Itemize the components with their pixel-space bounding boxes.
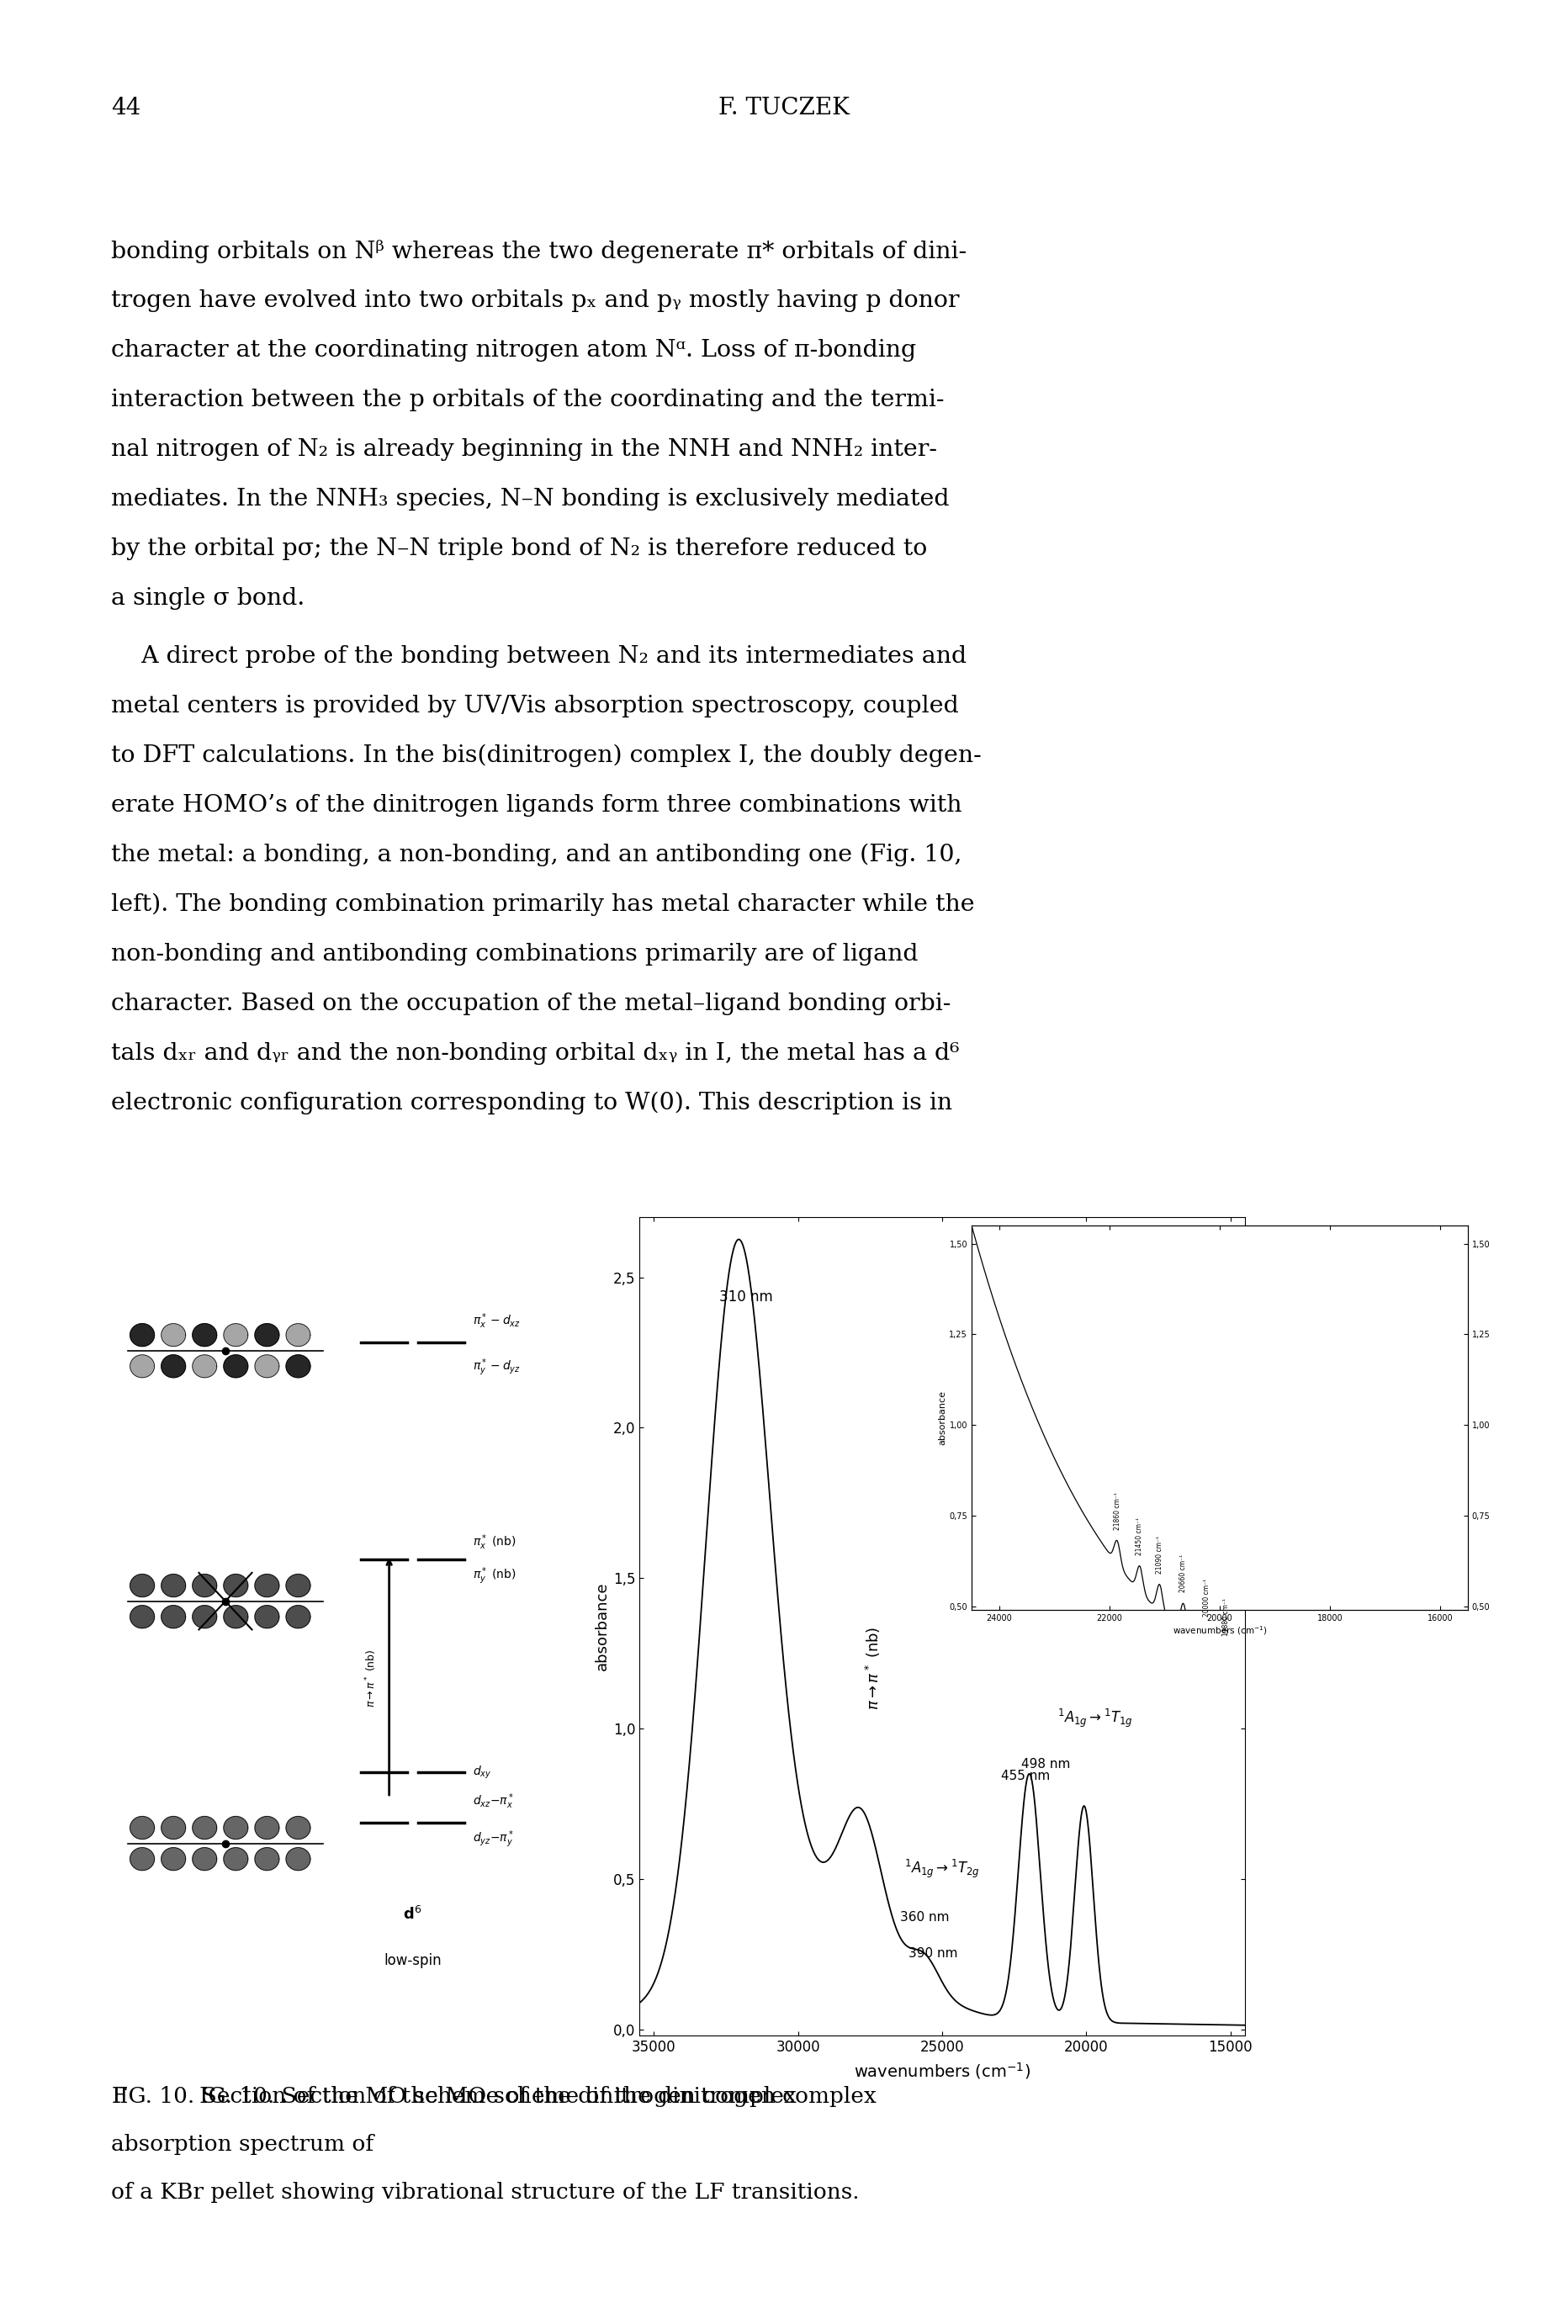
Text: 20660 cm⁻¹: 20660 cm⁻¹ <box>1179 1555 1187 1592</box>
Polygon shape <box>256 1606 279 1629</box>
Text: 310 nm: 310 nm <box>720 1290 773 1304</box>
Polygon shape <box>162 1325 185 1346</box>
Text: 21090 cm⁻¹: 21090 cm⁻¹ <box>1156 1536 1163 1573</box>
Text: interaction between the p orbitals of the coordinating and the termi-: interaction between the p orbitals of th… <box>111 388 944 411</box>
Text: of a KBr pellet showing vibrational structure of the LF transitions.: of a KBr pellet showing vibrational stru… <box>111 2182 859 2203</box>
X-axis label: wavenumbers (cm$^{-1}$): wavenumbers (cm$^{-1}$) <box>1173 1624 1267 1636</box>
Text: erate HOMO’s of the dinitrogen ligands form three combinations with: erate HOMO’s of the dinitrogen ligands f… <box>111 795 961 816</box>
Text: 498 nm: 498 nm <box>1021 1757 1071 1771</box>
Text: $\pi^*_x - d_{xz}$: $\pi^*_x - d_{xz}$ <box>472 1311 521 1332</box>
Text: 455 nm: 455 nm <box>1002 1769 1051 1783</box>
Polygon shape <box>130 1817 154 1838</box>
Text: low-spin: low-spin <box>384 1952 442 1968</box>
Text: $\pi{\rightarrow}\pi^*$ (nb): $\pi{\rightarrow}\pi^*$ (nb) <box>364 1650 378 1708</box>
Text: 21860 cm⁻¹: 21860 cm⁻¹ <box>1113 1492 1121 1529</box>
Text: F: F <box>111 2087 127 2108</box>
Text: trogen have evolved into two orbitals pₓ and pᵧ mostly having p donor: trogen have evolved into two orbitals pₓ… <box>111 290 960 311</box>
Text: $\pi^*_y$ (nb): $\pi^*_y$ (nb) <box>472 1566 516 1587</box>
Text: nal nitrogen of N₂ is already beginning in the NNH and NNH₂ inter-: nal nitrogen of N₂ is already beginning … <box>111 439 938 460</box>
Polygon shape <box>162 1606 185 1629</box>
Polygon shape <box>256 1355 279 1378</box>
Polygon shape <box>224 1325 248 1346</box>
Text: $\pi{\rightarrow}\pi^*$ (nb): $\pi{\rightarrow}\pi^*$ (nb) <box>864 1627 883 1710</box>
Polygon shape <box>162 1355 185 1378</box>
Text: $d_{xy}$: $d_{xy}$ <box>472 1764 491 1780</box>
Polygon shape <box>224 1817 248 1838</box>
Polygon shape <box>130 1606 154 1629</box>
Text: mediates. In the NNH₃ species, N–N bonding is exclusively mediated: mediates. In the NNH₃ species, N–N bondi… <box>111 488 949 511</box>
Text: tals dₓᵣ and dᵧᵣ and the non-bonding orbital dₓᵧ in I, the metal has a d⁶: tals dₓᵣ and dᵧᵣ and the non-bonding orb… <box>111 1041 960 1064</box>
Polygon shape <box>193 1355 216 1378</box>
Polygon shape <box>285 1355 310 1378</box>
Polygon shape <box>224 1606 248 1629</box>
Polygon shape <box>285 1325 310 1346</box>
Polygon shape <box>162 1573 185 1597</box>
Text: IG. 10. Section of the MO scheme of the dinitrogen complex: IG. 10. Section of the MO scheme of the … <box>119 2087 804 2108</box>
Text: electronic configuration corresponding to W(0). This description is in: electronic configuration corresponding t… <box>111 1092 952 1116</box>
Text: $d_{yz}{-}\pi^*_y$: $d_{yz}{-}\pi^*_y$ <box>472 1829 514 1850</box>
Polygon shape <box>224 1573 248 1597</box>
Text: IG. 10. Section of the MO scheme of the dinitrogen complex: IG. 10. Section of the MO scheme of the … <box>199 2087 883 2108</box>
Text: character. Based on the occupation of the metal–ligand bonding orbi-: character. Based on the occupation of th… <box>111 992 950 1016</box>
Polygon shape <box>130 1355 154 1378</box>
Polygon shape <box>256 1325 279 1346</box>
Polygon shape <box>193 1606 216 1629</box>
Polygon shape <box>162 1817 185 1838</box>
Text: 390 nm: 390 nm <box>909 1948 958 1959</box>
Y-axis label: absorbance: absorbance <box>594 1583 610 1671</box>
Text: 20000 cm⁻¹: 20000 cm⁻¹ <box>1203 1578 1210 1618</box>
Polygon shape <box>256 1848 279 1871</box>
Y-axis label: absorbance: absorbance <box>939 1390 947 1446</box>
Text: to DFT calculations. In the bis(dinitrogen) complex I, the doubly degen-: to DFT calculations. In the bis(dinitrog… <box>111 744 982 767</box>
Text: 19880 cm⁻¹: 19880 cm⁻¹ <box>1223 1599 1231 1636</box>
Text: character at the coordinating nitrogen atom Nᵅ. Loss of π-bonding: character at the coordinating nitrogen a… <box>111 339 916 363</box>
Text: absorption spectrum of: absorption spectrum of <box>111 2133 381 2154</box>
Polygon shape <box>193 1325 216 1346</box>
Text: by the orbital pσ; the N–N triple bond of N₂ is therefore reduced to: by the orbital pσ; the N–N triple bond o… <box>111 537 927 560</box>
Text: $d_{xz}{-}\pi^*_x$: $d_{xz}{-}\pi^*_x$ <box>472 1792 514 1810</box>
Text: non-bonding and antibonding combinations primarily are of ligand: non-bonding and antibonding combinations… <box>111 944 919 964</box>
Text: F. TUCZEK: F. TUCZEK <box>718 98 850 119</box>
Polygon shape <box>224 1355 248 1378</box>
Polygon shape <box>256 1573 279 1597</box>
Polygon shape <box>193 1817 216 1838</box>
Text: $\pi^*_x$ (nb): $\pi^*_x$ (nb) <box>472 1534 516 1552</box>
Text: 360 nm: 360 nm <box>900 1910 950 1924</box>
Polygon shape <box>285 1848 310 1871</box>
Text: $\pi^*_y - d_{yz}$: $\pi^*_y - d_{yz}$ <box>472 1357 521 1378</box>
Polygon shape <box>162 1848 185 1871</box>
Text: $^1A_{1g}{\rightarrow}^1T_{1g}$: $^1A_{1g}{\rightarrow}^1T_{1g}$ <box>1057 1708 1134 1729</box>
Polygon shape <box>193 1848 216 1871</box>
Polygon shape <box>130 1573 154 1597</box>
Polygon shape <box>130 1848 154 1871</box>
Polygon shape <box>285 1573 310 1597</box>
Text: a single σ bond.: a single σ bond. <box>111 588 304 609</box>
X-axis label: wavenumbers (cm$^{-1}$): wavenumbers (cm$^{-1}$) <box>855 2061 1030 2080</box>
Text: metal centers is provided by UV/Vis absorption spectroscopy, coupled: metal centers is provided by UV/Vis abso… <box>111 695 958 718</box>
Polygon shape <box>285 1817 310 1838</box>
Text: $^1A_{1g}{\rightarrow}^1T_{2g}$: $^1A_{1g}{\rightarrow}^1T_{2g}$ <box>905 1857 980 1880</box>
Text: left). The bonding combination primarily has metal character while the: left). The bonding combination primarily… <box>111 892 975 916</box>
Polygon shape <box>285 1606 310 1629</box>
Text: F: F <box>111 2087 127 2108</box>
Text: A direct probe of the bonding between N₂ and its intermediates and: A direct probe of the bonding between N₂… <box>111 646 966 667</box>
Polygon shape <box>224 1848 248 1871</box>
Polygon shape <box>256 1817 279 1838</box>
Text: d$^6$: d$^6$ <box>403 1906 422 1922</box>
Text: 21450 cm⁻¹: 21450 cm⁻¹ <box>1135 1518 1143 1555</box>
Text: the metal: a bonding, a non-bonding, and an antibonding one (Fig. 10,: the metal: a bonding, a non-bonding, and… <box>111 844 961 867</box>
Text: bonding orbitals on Nᵝ whereas the two degenerate π* orbitals of dini-: bonding orbitals on Nᵝ whereas the two d… <box>111 239 966 263</box>
Polygon shape <box>193 1573 216 1597</box>
Polygon shape <box>130 1325 154 1346</box>
Text: 44: 44 <box>111 98 141 119</box>
